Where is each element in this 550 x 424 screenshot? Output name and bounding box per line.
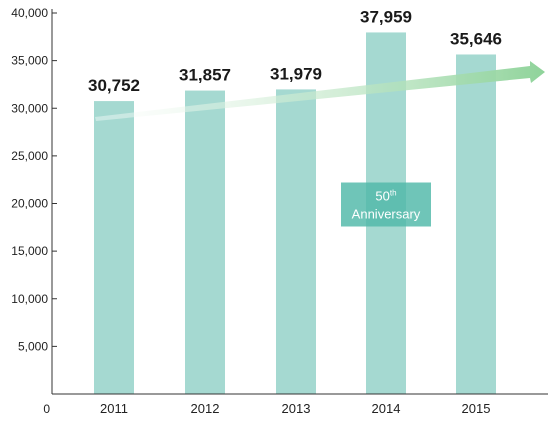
y-tick-label: 40,000: [11, 6, 48, 20]
anniversary-number-suffix: th: [390, 189, 397, 198]
data-label-2013: 31,979: [270, 64, 322, 83]
y-tick-label: 5,000: [18, 339, 48, 353]
y-tick-label-zero: 0: [43, 402, 50, 416]
y-tick-label: 35,000: [11, 54, 48, 68]
y-tick-label: 20,000: [11, 197, 48, 211]
data-label-2012: 31,857: [179, 66, 231, 85]
anniversary-number: 50th: [375, 189, 396, 204]
x-tick-label-2014: 2014: [372, 401, 401, 416]
y-tick-label: 10,000: [11, 292, 48, 306]
bar-2012: [185, 90, 225, 394]
bar-2013: [276, 89, 316, 394]
y-tick-label: 30,000: [11, 101, 48, 115]
x-tick-label-2015: 2015: [462, 401, 491, 416]
trend-arrow: [95, 61, 545, 121]
data-label-2011: 30,752: [88, 76, 140, 95]
y-tick-label: 25,000: [11, 149, 48, 163]
bar-2011: [94, 101, 134, 395]
y-tick-label: 15,000: [11, 244, 48, 258]
x-tick-label-2011: 2011: [100, 401, 128, 416]
bar-2015: [456, 54, 496, 394]
anniversary-badge: [341, 182, 431, 227]
anniversary-label: Anniversary: [352, 207, 421, 222]
data-label-2014: 37,959: [360, 7, 412, 26]
x-tick-label-2013: 2013: [282, 401, 311, 416]
x-tick-label-2012: 2012: [191, 401, 220, 416]
data-label-2015: 35,646: [450, 29, 502, 48]
anniversary-number-main: 50: [375, 189, 389, 204]
